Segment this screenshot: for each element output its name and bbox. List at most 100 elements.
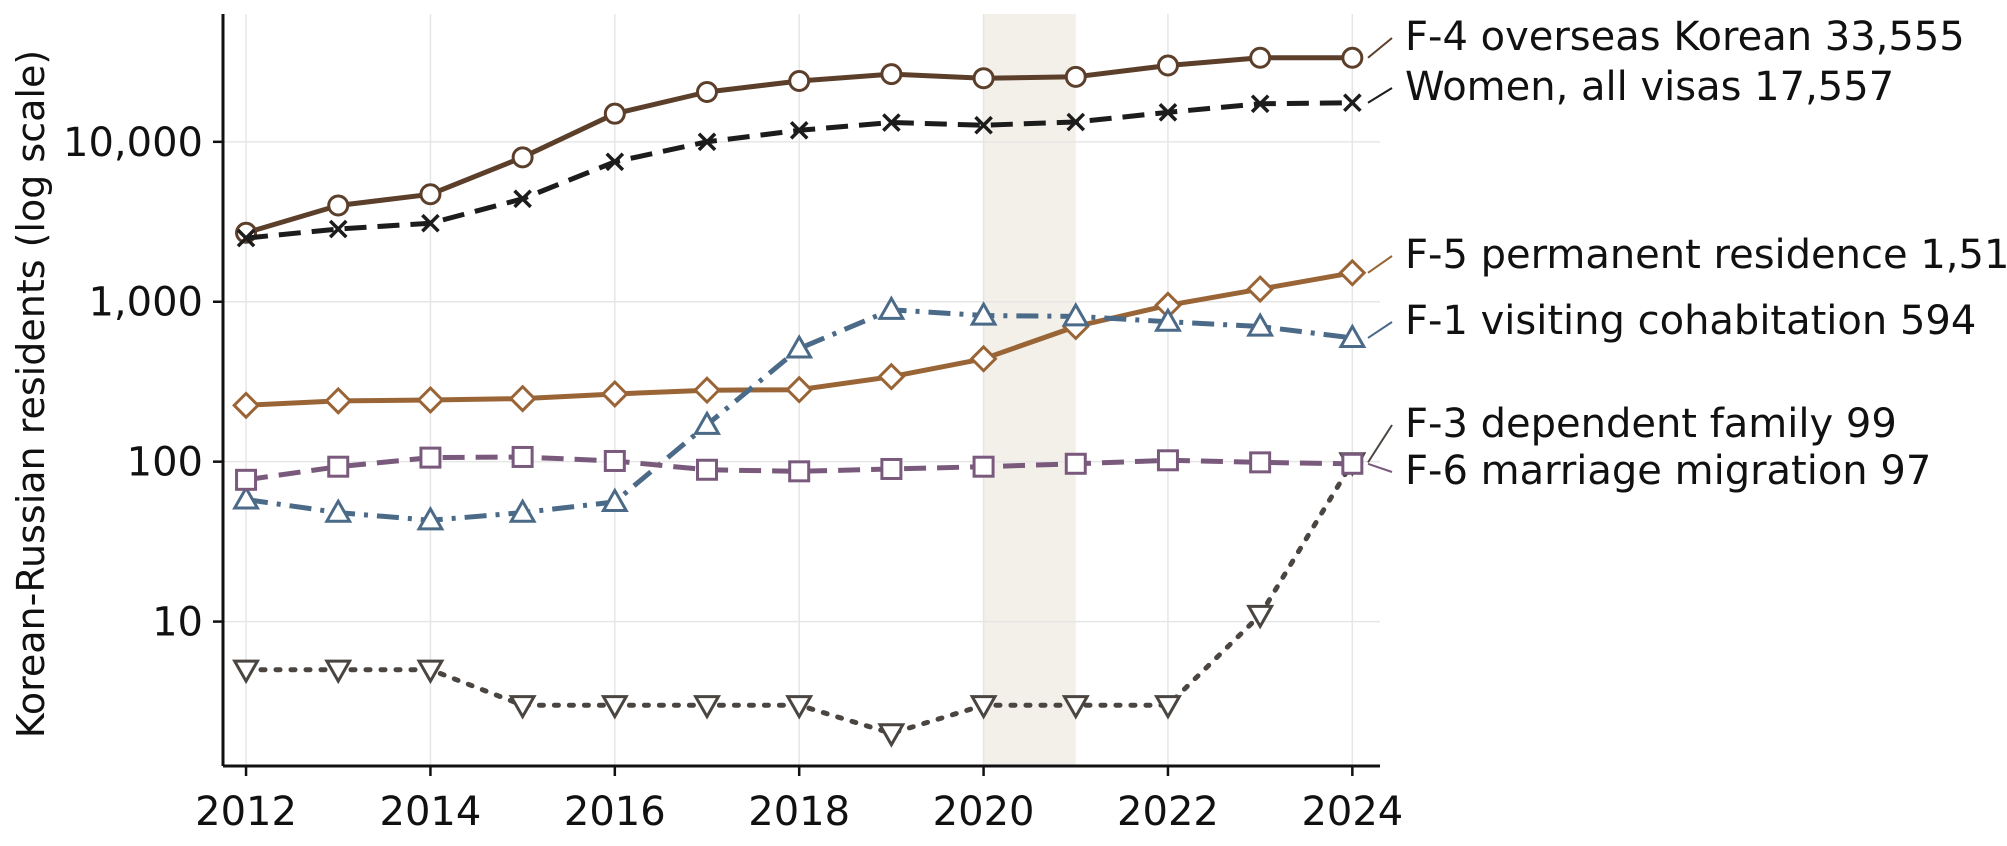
- data-point-marker: [1064, 452, 1087, 475]
- data-point-marker: [785, 695, 814, 720]
- data-point-marker: [1250, 94, 1270, 114]
- data-point-marker: [327, 194, 350, 217]
- series-label-leader: [1367, 255, 1393, 274]
- data-point-marker: [1153, 307, 1182, 332]
- data-point-marker: [788, 70, 811, 93]
- data-point-marker: [1249, 451, 1272, 474]
- data-point-marker: [1156, 54, 1179, 77]
- data-point-marker: [232, 659, 261, 685]
- shaded-period-band: [983, 14, 1076, 766]
- series-6: [235, 445, 1364, 491]
- data-point-marker: [697, 132, 717, 152]
- data-point-marker: [511, 445, 534, 468]
- data-point-marker: [232, 391, 261, 420]
- data-point-marker: [1338, 258, 1367, 287]
- data-point-marker: [1246, 275, 1275, 304]
- data-point-marker: [1061, 301, 1090, 327]
- data-point-marker: [1246, 604, 1275, 630]
- data-point-marker: [328, 219, 348, 239]
- series-label-leader: [1367, 462, 1393, 473]
- data-point-marker: [969, 301, 998, 326]
- series-label: F-4 overseas Korean 33,555: [1405, 14, 1965, 60]
- data-point-marker: [696, 80, 719, 103]
- data-point-marker: [600, 379, 629, 408]
- data-point-marker: [969, 695, 998, 720]
- data-point-marker: [696, 458, 719, 481]
- data-point-marker: [416, 659, 445, 685]
- series-layer: [232, 46, 1367, 748]
- data-point-marker: [693, 376, 722, 405]
- data-point-marker: [788, 460, 811, 483]
- x-tick-label: 2020: [933, 789, 1035, 835]
- data-point-marker: [1246, 312, 1275, 337]
- data-point-marker: [603, 449, 626, 472]
- x-tick-label: 2016: [564, 789, 666, 835]
- data-point-marker: [511, 146, 534, 169]
- x-tick-label: 2024: [1301, 789, 1403, 835]
- y-axis-title: Korean-Russian residents (log scale): [9, 50, 53, 738]
- x-tick-label: 2014: [380, 789, 482, 835]
- data-point-marker: [785, 375, 814, 404]
- data-point-marker: [880, 63, 903, 86]
- data-point-marker: [236, 228, 256, 248]
- tick-labels: 2012 2014 2016 2018 2020 2022 2024 10 100 1,000 10…: [63, 120, 1403, 835]
- data-point-marker: [974, 115, 993, 135]
- series-label-leader: [1367, 424, 1393, 463]
- data-point-marker: [693, 410, 721, 435]
- data-point-marker: [785, 334, 814, 359]
- series-4: [232, 295, 1367, 531]
- data-point-marker: [419, 446, 442, 469]
- data-point-marker: [416, 505, 445, 531]
- data-point-marker: [1341, 46, 1364, 69]
- data-point-marker: [882, 113, 901, 132]
- data-point-marker: [508, 695, 537, 720]
- data-point-marker: [1341, 452, 1364, 475]
- y-tick-label: 10: [152, 600, 203, 646]
- data-point-marker: [1343, 93, 1362, 113]
- x-tick-label: 2012: [195, 789, 297, 835]
- data-point-marker: [416, 386, 445, 414]
- data-point-marker: [877, 295, 906, 320]
- data-point-marker: [1158, 102, 1178, 122]
- data-point-marker: [877, 362, 906, 391]
- data-point-marker: [324, 659, 353, 685]
- data-point-marker: [1249, 46, 1272, 69]
- data-point-marker: [421, 213, 440, 233]
- data-point-marker: [603, 102, 626, 125]
- data-point-marker: [969, 344, 998, 373]
- series-3: [232, 258, 1367, 420]
- series-label: Women, all visas 17,557: [1405, 64, 1894, 110]
- data-point-marker: [972, 67, 995, 90]
- series-label-leader: [1367, 87, 1393, 104]
- data-point-marker: [508, 384, 537, 413]
- y-tick-label: 10,000: [63, 120, 203, 166]
- series-1: [235, 46, 1364, 244]
- data-point-marker: [693, 695, 721, 720]
- data-point-marker: [235, 468, 258, 491]
- series-label-leader: [1367, 321, 1393, 339]
- data-point-marker: [605, 152, 625, 172]
- data-point-marker: [419, 183, 442, 206]
- data-point-marker: [789, 121, 809, 140]
- data-point-marker: [324, 498, 353, 523]
- series-label: F-5 permanent residence 1,517: [1405, 232, 2007, 278]
- y-tick-label: 1,000: [88, 280, 203, 326]
- x-tick-label: 2018: [748, 789, 850, 835]
- data-point-marker: [972, 455, 995, 478]
- data-point-marker: [880, 457, 903, 480]
- data-point-marker: [1156, 449, 1179, 472]
- data-point-marker: [324, 386, 353, 415]
- series-label: F-6 marriage migration 97: [1405, 448, 1931, 494]
- series-2: [236, 93, 1362, 248]
- data-point-marker: [1338, 323, 1367, 348]
- series-label: F-3 dependent family 99: [1405, 401, 1897, 447]
- data-point-marker: [232, 485, 261, 510]
- data-point-marker: [1064, 65, 1087, 88]
- axes: [213, 14, 1380, 776]
- data-point-marker: [1061, 695, 1090, 720]
- data-point-marker: [600, 487, 629, 512]
- data-point-marker: [600, 695, 629, 720]
